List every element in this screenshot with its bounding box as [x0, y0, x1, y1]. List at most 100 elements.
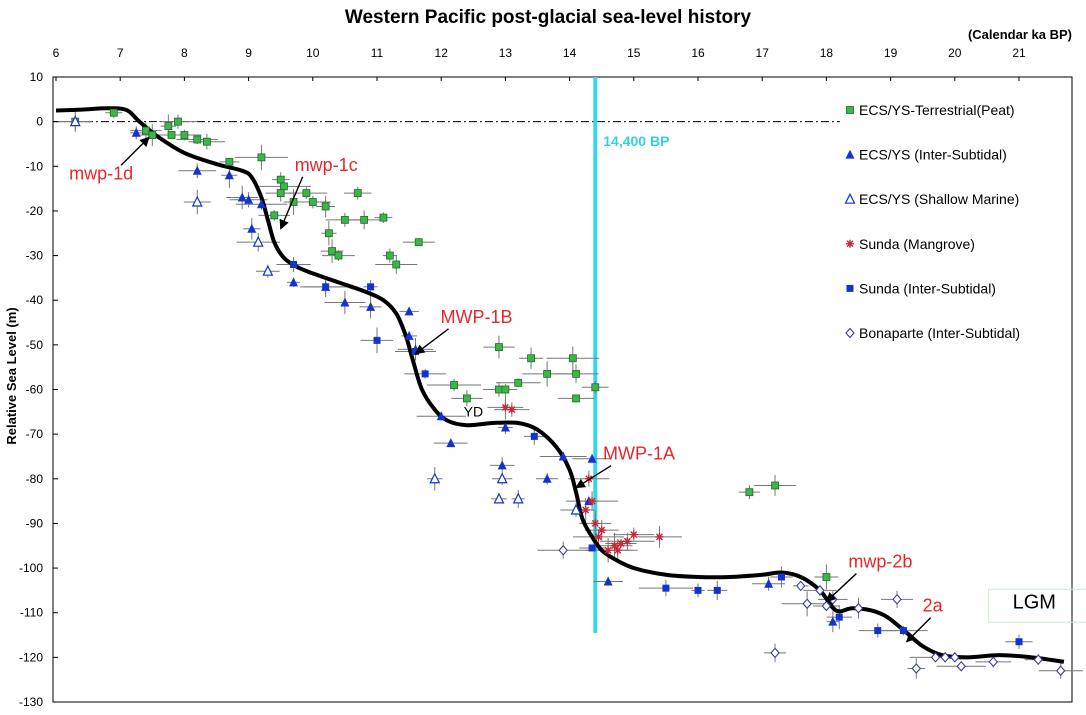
data-point-series-1	[256, 199, 266, 209]
legend-marker	[846, 239, 854, 248]
data-point-series-4	[662, 584, 670, 592]
data-point-series-5	[930, 652, 941, 663]
data-point-series-0	[257, 153, 266, 162]
annotation-arrow	[905, 617, 932, 643]
data-point-series-2	[429, 472, 441, 484]
x-tick-label: 11	[371, 46, 384, 60]
data-point-series-0	[334, 251, 343, 260]
y-tick-label: -110	[20, 606, 43, 620]
data-point-series-3	[623, 537, 632, 546]
data-point-series-1	[497, 460, 507, 470]
x-tick-label: 16	[691, 46, 705, 60]
data-point-series-5	[892, 593, 902, 605]
data-point-series-3	[594, 532, 603, 541]
data-point-series-1	[289, 277, 299, 287]
data-point-series-4	[874, 627, 882, 635]
data-point-series-2	[512, 492, 524, 504]
data-point-series-0	[202, 137, 211, 146]
legend-marker	[845, 149, 855, 159]
data-point-series-1	[558, 451, 568, 461]
legend-marker	[845, 327, 855, 339]
x-tick-label: 13	[499, 46, 513, 60]
legend-entry: Sunda (Mangrove)	[859, 236, 975, 252]
data-point-series-0	[527, 354, 535, 363]
y-axis-label: Relative Sea Level (m)	[4, 307, 19, 444]
data-point-series-5	[950, 652, 960, 663]
data-point-series-0	[340, 215, 349, 224]
y-tick-label: 10	[30, 70, 44, 84]
data-point-series-1	[237, 192, 247, 202]
x-tick-label: 20	[948, 46, 962, 60]
x-axis-ticks: 6 7 8 9 10 11 12 13 14 15 16 17 18 19 20 21	[53, 46, 1026, 81]
x-tick-label: 21	[1012, 46, 1026, 60]
data-point-series-5	[988, 656, 999, 668]
y-tick-label: -100	[19, 561, 43, 575]
data-point-series-0	[167, 131, 176, 139]
data-point-series-1	[366, 301, 376, 311]
data-point-series-0	[568, 354, 577, 363]
x-tick-label: 9	[245, 46, 252, 60]
x-tick-label: 12	[435, 46, 449, 60]
data-point-series-0	[276, 189, 285, 197]
data-point-series-4	[530, 432, 538, 440]
x-tick-label: 14	[563, 46, 577, 60]
data-point-series-4	[290, 261, 298, 268]
data-point-series-0	[450, 381, 458, 389]
annotation-yd: YD	[464, 403, 483, 419]
y-tick-label: 0	[36, 115, 43, 129]
data-point-series-0	[109, 108, 118, 117]
data-point-series-2	[496, 472, 508, 484]
data-point-series-1	[340, 297, 350, 307]
data-point-series-5	[940, 652, 950, 663]
data-point-series-5	[1055, 665, 1066, 677]
data-point-series-0	[174, 117, 182, 126]
x-tick-label: 18	[820, 46, 834, 60]
data-point-series-0	[771, 481, 779, 490]
data-point-series-0	[276, 175, 285, 184]
data-point-series-5	[770, 647, 780, 659]
data-point-series-5	[802, 598, 812, 610]
data-point-series-5	[853, 602, 864, 614]
data-point-series-1	[764, 578, 774, 588]
data-point-series-1	[192, 165, 202, 175]
data-point-series-0	[270, 211, 279, 220]
data-point-series-0	[745, 488, 754, 497]
data-point-series-0	[385, 251, 394, 260]
data-point-series-1	[404, 306, 414, 316]
annotation-arrow	[120, 136, 150, 166]
data-point-series-0	[321, 202, 330, 211]
y-axis-ticks: 10 0 -10 -20 -30 -40 -50 -60 -70 -80 -90 -100 -110 -1…	[19, 70, 58, 709]
data-point-series-5	[821, 600, 832, 612]
legend-entry: ECS/YS (Inter-Subtidal)	[859, 147, 1007, 163]
x-tick-label: 8	[181, 46, 188, 60]
y-tick-label: -70	[26, 427, 44, 441]
annotation-mwp-1d: mwp-1d	[69, 163, 133, 183]
data-point-series-3	[581, 506, 590, 515]
data-point-series-3	[588, 497, 597, 506]
data-point-series-2	[493, 492, 505, 504]
legend-entry: ECS/YS (Shallow Marine)	[859, 191, 1019, 207]
data-point-series-5	[956, 660, 966, 672]
data-point-series-3	[613, 546, 622, 555]
annotation-mwp-1c: mwp-1c	[295, 155, 358, 175]
annotation-arrow	[279, 176, 304, 230]
data-point-series-0	[514, 378, 523, 387]
x-tick-label: 17	[756, 46, 770, 60]
data-point-series-0	[822, 573, 831, 581]
data-point-series-0	[225, 157, 234, 166]
data-point-series-1	[131, 127, 141, 137]
data-point-series-0	[591, 383, 600, 392]
data-point-series-4	[322, 283, 330, 291]
y-tick-label: -50	[26, 338, 44, 352]
data-point-series-0	[543, 369, 552, 378]
data-point-series-0	[328, 247, 336, 256]
data-point-series-0	[572, 369, 580, 378]
data-point-series-0	[141, 126, 150, 135]
data-point-series-4	[694, 586, 702, 594]
lgm-box	[988, 588, 1086, 623]
data-point-series-0	[495, 343, 503, 351]
data-point-series-1	[542, 473, 552, 483]
annotation-mwp-1a: MWP-1A	[603, 444, 675, 464]
data-point-series-0	[308, 198, 317, 206]
